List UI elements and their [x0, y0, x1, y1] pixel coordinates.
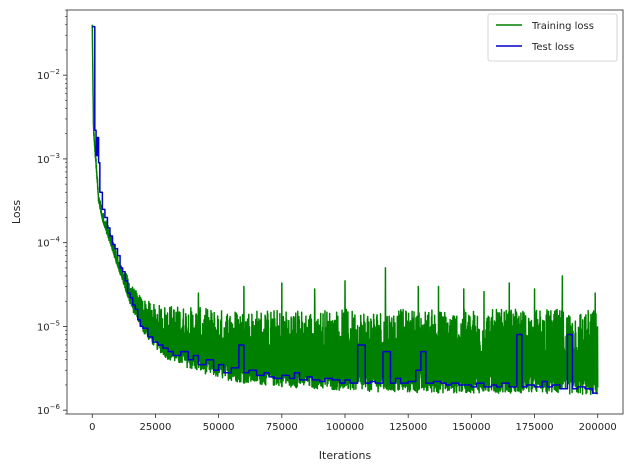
series-layer [91, 24, 599, 396]
x-axis: 0 25000 50000 75000 100000 125000 150000 175000… [89, 414, 617, 433]
x-tick-label: 175000 [515, 422, 553, 433]
x-tick-label: 100000 [326, 422, 364, 433]
y-tick-label: 10−2 [37, 68, 60, 82]
x-tick-label: 150000 [452, 422, 490, 433]
y-tick-label: 10−3 [37, 152, 60, 166]
y-axis-label: Loss [10, 200, 23, 224]
x-tick-label: 125000 [389, 422, 427, 433]
x-tick-label: 200000 [579, 422, 617, 433]
x-tick-label: 50000 [203, 422, 235, 433]
series-line-training-loss [91, 24, 599, 396]
y-tick-label: 10−6 [37, 403, 61, 417]
legend-label-test-loss: Test loss [531, 42, 574, 53]
y-tick-label: 10−5 [37, 319, 60, 333]
x-tick-label: 0 [89, 422, 95, 433]
y-tick-label: 10−4 [37, 236, 61, 250]
y-axis: 10−6 10−5 10−4 10−3 10−2 [37, 9, 67, 417]
legend-label-training-loss: Training loss [531, 21, 594, 32]
x-tick-label: 25000 [140, 422, 172, 433]
series-line-test-loss [92, 25, 598, 394]
x-axis-label: Iterations [319, 449, 372, 462]
legend: Training loss Test loss [487, 13, 618, 62]
x-tick-label: 75000 [266, 422, 298, 433]
